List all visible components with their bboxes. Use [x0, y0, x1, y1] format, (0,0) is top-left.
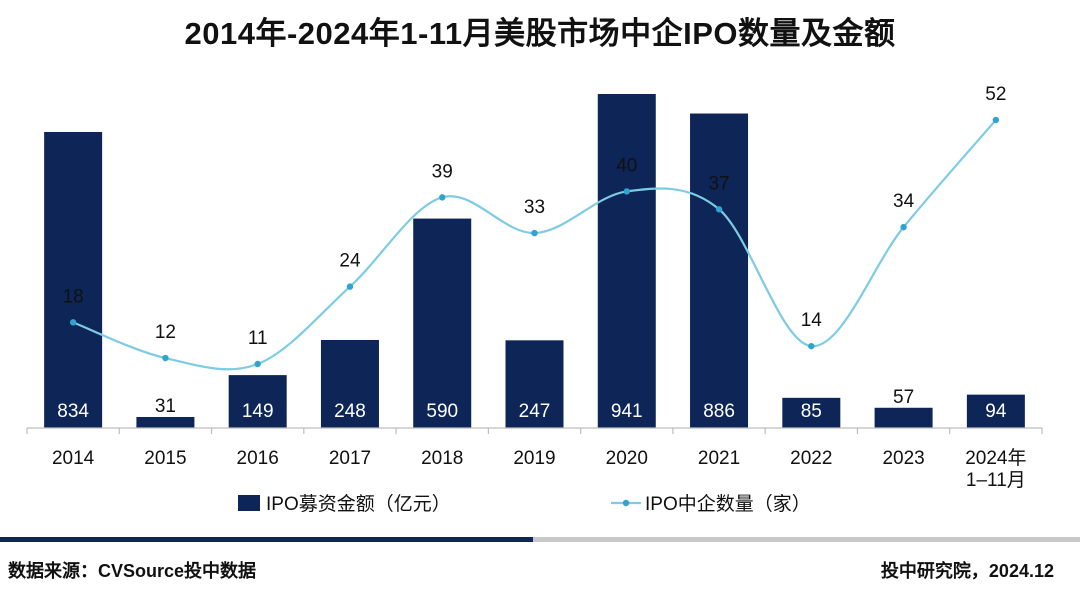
bar-2 — [228, 375, 287, 428]
x-tick-label-3: 2017 — [329, 448, 371, 469]
legend-bar-swatch — [238, 495, 260, 511]
line-value-label-6: 40 — [616, 155, 637, 176]
chart-canvas: 834 31 149 248 590 247 941 886 85 57 94 2014 2015 201… — [26, 84, 1043, 515]
bar-3 — [320, 339, 379, 428]
x-tick-label-7: 2021 — [698, 448, 740, 469]
line-value-label-3: 24 — [339, 251, 361, 272]
bar-value-label-4: 590 — [426, 401, 458, 422]
line-value-label-0: 18 — [63, 286, 84, 307]
legend-line-marker — [622, 499, 630, 507]
x-tick-label-1: 2015 — [144, 448, 186, 469]
bar-8 — [782, 397, 841, 428]
chart-title: 2014年-2024年1-11月美股市场中企IPO数量及金额 — [184, 16, 896, 51]
bar-5 — [505, 340, 564, 428]
line-point-3 — [346, 283, 354, 290]
x-tick-label-0: 2014 — [52, 448, 95, 469]
bar-value-label-3: 248 — [334, 401, 366, 422]
bar-value-label-9: 57 — [893, 387, 914, 408]
legend-line-label: IPO中企数量（家） — [645, 493, 811, 515]
bar-7 — [690, 113, 749, 428]
bar-10 — [966, 394, 1025, 428]
publisher-credit: 投中研究院，2024.12 — [880, 561, 1054, 581]
footer-divider — [533, 537, 1080, 542]
line-value-label-7: 37 — [708, 173, 729, 194]
x-tick-label-2: 2016 — [237, 448, 279, 469]
line-value-label-5: 33 — [524, 197, 545, 218]
bar-value-label-5: 247 — [519, 401, 551, 422]
legend-bar-label: IPO募资金额（亿元） — [266, 493, 451, 515]
line-point-2 — [254, 360, 261, 368]
line-value-label-4: 39 — [432, 161, 453, 182]
bar-0 — [44, 131, 103, 428]
bar-value-label-7: 886 — [703, 401, 735, 422]
bar-6 — [597, 94, 656, 428]
line-value-label-8: 14 — [801, 310, 823, 331]
bar-1 — [136, 416, 195, 428]
x-tick-label-5: 2019 — [513, 448, 555, 469]
bar-value-label-8: 85 — [801, 401, 822, 422]
x-tick-label-10: 2024年 1–11月 — [965, 447, 1026, 491]
data-source-note: 数据来源：CVSource投中数据 — [8, 561, 257, 581]
x-tick-label-4: 2018 — [421, 448, 463, 469]
x-tick-label-8: 2022 — [790, 448, 832, 469]
line-value-label-2: 11 — [248, 328, 268, 349]
line-value-label-10: 52 — [985, 84, 1006, 105]
count-line — [72, 119, 997, 371]
bar-value-label-2: 149 — [242, 401, 274, 422]
line-point-7 — [715, 206, 723, 213]
line-value-label-1: 12 — [155, 322, 176, 343]
bar-value-label-0: 834 — [57, 401, 89, 422]
line-point-1 — [162, 354, 169, 362]
line-point-6 — [623, 188, 630, 195]
bar-4 — [413, 218, 472, 428]
x-tick-label-6: 2020 — [606, 448, 648, 469]
line-point-10 — [992, 116, 1000, 124]
bar-value-label-6: 941 — [611, 401, 643, 422]
bar-9 — [874, 407, 933, 428]
line-value-label-9: 34 — [893, 191, 915, 212]
line-point-9 — [900, 223, 907, 231]
line-point-5 — [531, 229, 538, 237]
line-point-4 — [439, 194, 446, 201]
footer-divider-accent — [0, 537, 533, 542]
bar-value-label-10: 94 — [985, 401, 1007, 422]
x-tick-label-9: 2023 — [882, 448, 924, 469]
line-point-8 — [808, 342, 815, 350]
line-point-0 — [69, 319, 77, 326]
bar-value-label-1: 31 — [155, 396, 176, 417]
